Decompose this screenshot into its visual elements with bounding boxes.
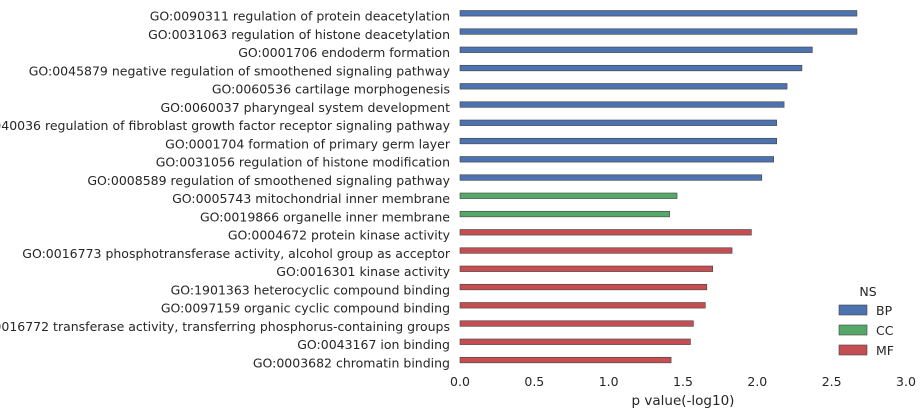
legend-swatch-mf [838,344,868,356]
legend-label-cc: CC [876,323,894,338]
y-tick-label: GO:0090311 regulation of protein deacety… [150,9,450,24]
x-tick-label: 1.5 [673,374,693,389]
x-tick-label: 2.0 [747,374,767,389]
bar-bp [459,46,813,53]
bar-bp [459,174,763,181]
x-tick-label: 0.0 [450,374,470,389]
bar-mf [459,320,694,327]
y-tick-label: GO:0043167 ion binding [297,337,450,352]
bar-mf [459,229,752,236]
y-tick-label: GO:0045879 negative regulation of smooth… [29,63,451,78]
bar-mf [459,302,706,309]
y-tick-label: GO:0040036 regulation of fibroblast grow… [0,118,451,133]
y-tick-label: GO:0001704 formation of primary germ lay… [165,136,451,151]
bar-bp [459,83,788,90]
x-tick-label: 1.0 [599,374,619,389]
x-tick-label: 0.5 [524,374,544,389]
bar-bp [459,10,858,17]
bar-mf [459,265,714,272]
x-tick-label: 3.0 [896,374,916,389]
y-tick-label: GO:0003682 chromatin binding [253,355,450,370]
bar-cc [459,192,678,199]
y-tick-label: GO:0008589 regulation of smoothened sign… [87,173,450,188]
bar-bp [459,137,777,145]
y-tick-label: GO:0060536 cartilage morphogenesis [212,82,450,97]
bar-bp [459,119,777,126]
legend-swatch-bp [838,304,868,316]
x-axis-tick-labels: 0.0 0.5 1.0 1.5 2.0 2.5 3.0 [450,374,916,389]
legend-label-bp: BP [876,303,893,318]
y-tick-label: GO:0016773 phosphotransferase activity, … [22,246,451,261]
y-axis-tick-labels: GO:0090311 regulation of protein deacety… [0,9,451,371]
bar-mf [459,247,733,254]
y-tick-label: GO:0019866 organelle inner membrane [200,209,450,224]
bar-bp [459,28,858,35]
x-tick-label: 2.5 [822,374,842,389]
y-tick-label: GO:0097159 organic cyclic compound bindi… [161,301,450,316]
bar-bp [459,156,774,163]
bar-bp [459,101,785,108]
y-tick-label: GO:0016772 transferase activity, transfe… [0,319,450,334]
legend-label-mf: MF [876,343,894,358]
legend-swatch-cc [838,324,868,336]
bar-mf [459,338,691,345]
legend-title: NS [859,284,876,299]
y-tick-label: GO:0031056 regulation of histone modific… [156,155,450,170]
y-tick-label: GO:0031063 regulation of histone deacety… [148,27,450,42]
legend: NS BP CC MF [838,284,894,358]
y-tick-label: GO:0004672 protein kinase activity [228,228,451,243]
y-tick-label: GO:1901363 heterocyclic compound binding [171,282,450,297]
y-tick-label: GO:0016301 kinase activity [276,264,450,279]
bar-mf [459,356,672,364]
bars [459,10,858,364]
y-tick-label: GO:0001706 endoderm formation [238,45,450,60]
bar-bp [459,64,803,72]
x-axis-label: p value(-log10) [632,393,735,409]
bar-cc [459,210,670,218]
y-tick-label: GO:0005743 mitochondrial inner membrane [172,191,450,206]
bar-mf [459,283,708,291]
y-tick-label: GO:0060037 pharyngeal system development [161,100,451,115]
